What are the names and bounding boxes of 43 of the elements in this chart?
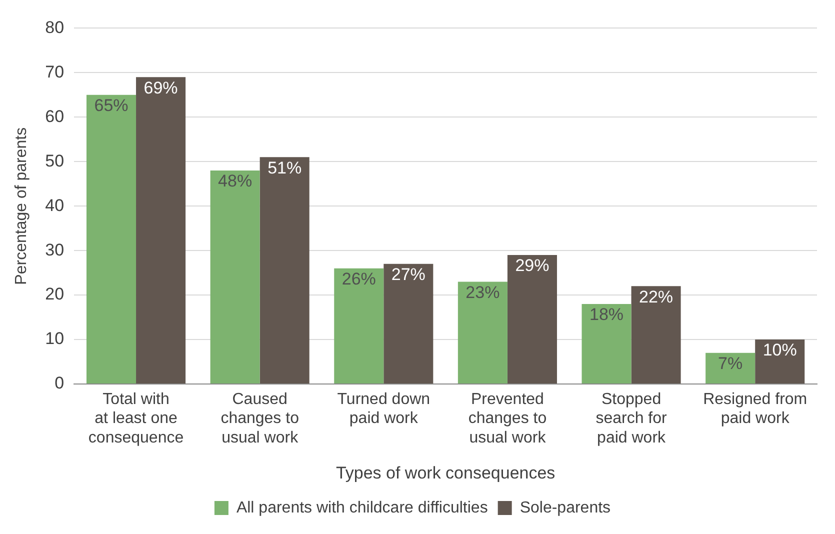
bar <box>706 352 756 384</box>
bar <box>260 157 310 384</box>
x-tick-label: Prevented changes to usual work <box>468 391 547 446</box>
x-tick-label: Caused changes to usual work <box>220 391 300 446</box>
x-tick-label: Stopped search for paid work <box>596 391 668 446</box>
legend-label: Sole-parents <box>520 499 611 516</box>
x-tick-label: Resigned from paid work <box>703 391 808 428</box>
bar <box>507 255 557 384</box>
y-axis-title: Percentage of parents <box>13 127 30 285</box>
y-tick-label: 20 <box>45 284 64 304</box>
bar <box>334 268 384 384</box>
bar <box>136 77 186 384</box>
y-tick-label: 50 <box>45 151 64 170</box>
bar <box>755 340 805 384</box>
y-tick-label: 0 <box>54 374 64 393</box>
data-label: 65% <box>94 96 128 116</box>
data-label: 23% <box>466 282 500 302</box>
data-label: 51% <box>268 158 302 178</box>
y-tick-label: 60 <box>45 106 64 126</box>
y-tick-label: 40 <box>45 196 64 215</box>
bar <box>384 264 434 384</box>
x-axis-title: Types of work consequences <box>336 463 556 482</box>
bar <box>86 94 136 384</box>
bar <box>631 286 681 384</box>
bar <box>458 282 508 384</box>
bar <box>582 304 632 384</box>
x-tick-label: Total with at least one consequence <box>88 391 184 446</box>
data-label: 48% <box>218 172 252 191</box>
data-label: 26% <box>342 270 376 289</box>
data-label: 18% <box>590 305 624 324</box>
data-label: 7% <box>718 354 743 374</box>
data-label: 22% <box>639 287 674 306</box>
bar <box>210 170 260 384</box>
data-label: 69% <box>144 78 178 98</box>
y-tick-label: 70 <box>45 62 64 82</box>
legend-label: All parents with childcare difficulties <box>236 499 488 516</box>
data-label: 10% <box>762 340 797 360</box>
data-label: 27% <box>391 265 426 284</box>
y-tick-label: 80 <box>45 18 64 37</box>
y-tick-label: 10 <box>45 329 64 348</box>
data-label: 29% <box>515 256 550 276</box>
x-tick-label: Turned down paid work <box>337 391 430 428</box>
y-tick-label: 30 <box>45 240 64 260</box>
